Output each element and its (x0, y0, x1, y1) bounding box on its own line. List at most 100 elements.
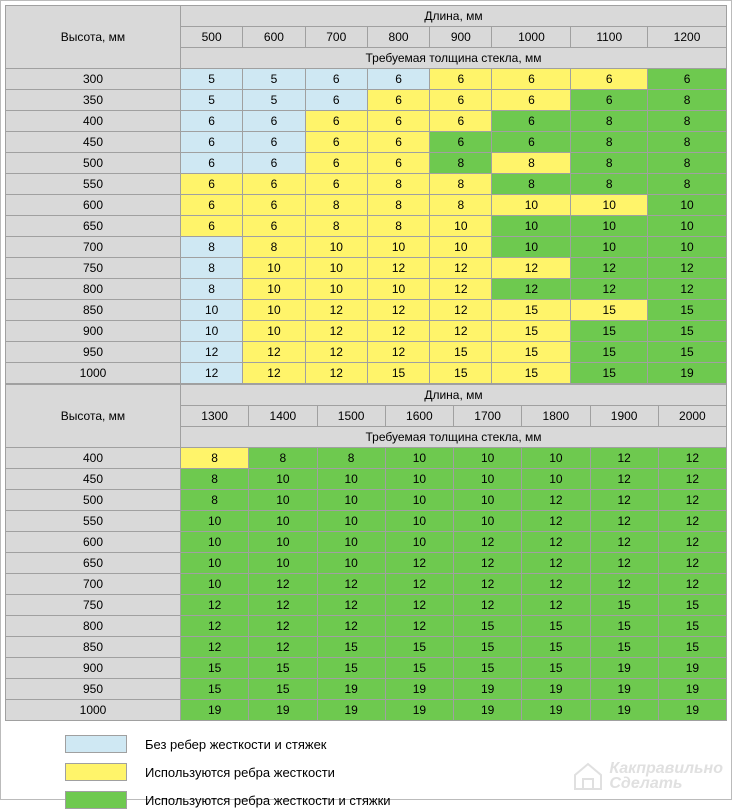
thickness-cell: 6 (367, 111, 429, 132)
thickness-cell: 6 (430, 132, 492, 153)
legend-swatch-blue (65, 735, 127, 753)
thickness-cell: 6 (243, 216, 305, 237)
thickness-cell: 10 (492, 237, 571, 258)
thickness-cell: 15 (249, 679, 317, 700)
thickness-cell: 15 (522, 658, 590, 679)
thickness-cell: 15 (454, 637, 522, 658)
thickness-cell: 15 (658, 616, 726, 637)
legend-item: Без ребер жесткости и стяжек (65, 735, 727, 753)
legend-item: Используются ребра жесткости (65, 763, 727, 781)
thickness-cell: 12 (522, 595, 590, 616)
height-value: 750 (6, 595, 181, 616)
thickness-cell: 10 (522, 469, 590, 490)
thickness-cell: 5 (181, 90, 243, 111)
thickness-cell: 12 (522, 574, 590, 595)
thickness-cell: 12 (305, 363, 367, 384)
thickness-cell: 6 (243, 174, 305, 195)
thickness-cell: 15 (492, 321, 571, 342)
thickness-cell: 6 (243, 132, 305, 153)
length-col: 1500 (317, 406, 385, 427)
thickness-cell: 8 (571, 111, 648, 132)
thickness-cell: 19 (385, 700, 453, 721)
height-value: 350 (6, 90, 181, 111)
thickness-cell: 12 (590, 574, 658, 595)
thickness-cell: 8 (181, 490, 249, 511)
thickness-cell: 8 (249, 448, 317, 469)
thickness-cell: 6 (243, 195, 305, 216)
thickness-cell: 5 (243, 90, 305, 111)
length-header: Длина, мм (181, 385, 727, 406)
length-header: Длина, мм (181, 6, 727, 27)
length-col: 1400 (249, 406, 317, 427)
height-value: 400 (6, 448, 181, 469)
thickness-cell: 5 (181, 69, 243, 90)
thickness-cell: 8 (571, 153, 648, 174)
thickness-cell: 10 (249, 469, 317, 490)
thickness-cell: 10 (317, 532, 385, 553)
thickness-cell: 12 (249, 574, 317, 595)
thickness-cell: 6 (571, 69, 648, 90)
thickness-cell: 6 (305, 174, 367, 195)
thickness-cell: 12 (454, 553, 522, 574)
length-col: 600 (243, 27, 305, 48)
thickness-cell: 12 (590, 448, 658, 469)
thickness-cell: 10 (454, 448, 522, 469)
thickness-cell: 15 (590, 637, 658, 658)
thickness-cell: 15 (249, 658, 317, 679)
thickness-cell: 8 (430, 153, 492, 174)
height-value: 800 (6, 616, 181, 637)
thickness-cell: 10 (648, 216, 727, 237)
thickness-cell: 15 (658, 595, 726, 616)
thickness-cell: 12 (648, 258, 727, 279)
thickness-cell: 15 (385, 658, 453, 679)
thickness-cell: 10 (385, 511, 453, 532)
height-header: Высота, мм (6, 385, 181, 448)
thickness-cell: 15 (492, 342, 571, 363)
thickness-cell: 12 (454, 595, 522, 616)
thickness-cell: 12 (385, 553, 453, 574)
thickness-cell: 12 (590, 511, 658, 532)
thickness-cell: 10 (305, 258, 367, 279)
thickness-cell: 19 (658, 700, 726, 721)
height-value: 600 (6, 532, 181, 553)
height-header: Высота, мм (6, 6, 181, 69)
thickness-cell: 12 (367, 300, 429, 321)
thickness-cell: 10 (385, 490, 453, 511)
thickness-cell: 12 (430, 258, 492, 279)
thickness-cell: 10 (571, 216, 648, 237)
height-value: 650 (6, 216, 181, 237)
thickness-cell: 12 (385, 574, 453, 595)
thickness-cell: 10 (317, 553, 385, 574)
thickness-cell: 6 (430, 69, 492, 90)
thickness-cell: 6 (367, 153, 429, 174)
thickness-cell: 15 (590, 616, 658, 637)
thickness-cell: 19 (522, 679, 590, 700)
thickness-cell: 12 (249, 637, 317, 658)
thickness-cell: 10 (385, 469, 453, 490)
thickness-cell: 15 (571, 342, 648, 363)
thickness-cell: 6 (492, 132, 571, 153)
thickness-cell: 19 (317, 679, 385, 700)
thickness-cell: 12 (317, 616, 385, 637)
thickness-cell: 19 (590, 679, 658, 700)
thickness-cell: 12 (590, 532, 658, 553)
thickness-cell: 15 (454, 658, 522, 679)
height-value: 300 (6, 69, 181, 90)
thickness-cell: 8 (648, 90, 727, 111)
legend-label: Используются ребра жесткости (145, 765, 335, 780)
thickness-cell: 12 (181, 342, 243, 363)
thickness-cell: 15 (367, 363, 429, 384)
thickness-cell: 10 (492, 216, 571, 237)
legend-item: Используются ребра жесткости и стяжки (65, 791, 727, 809)
thickness-cell: 10 (385, 448, 453, 469)
thickness-cell: 15 (648, 342, 727, 363)
height-value: 750 (6, 258, 181, 279)
thickness-cell: 10 (243, 258, 305, 279)
thickness-cell: 12 (385, 616, 453, 637)
thickness-cell: 10 (243, 321, 305, 342)
height-value: 600 (6, 195, 181, 216)
thickness-cell: 10 (305, 279, 367, 300)
thickness-cell: 12 (243, 342, 305, 363)
thickness-cell: 12 (305, 321, 367, 342)
thickness-cell: 15 (317, 637, 385, 658)
